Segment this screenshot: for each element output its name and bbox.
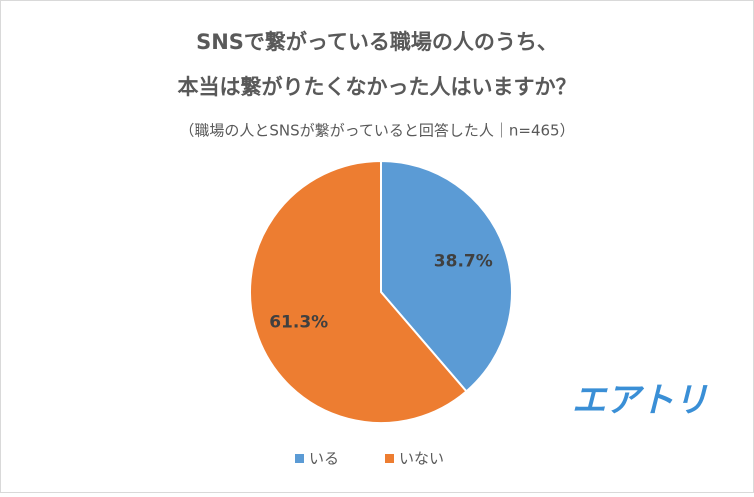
chart-title: 本当は繋がりたくなかった人はいますか？ [178, 75, 577, 99]
chart-title: SNSで繋がっている職場の人のうち、 [196, 30, 558, 54]
data-label: 61.3% [269, 313, 328, 333]
watermark: エアトリ [572, 381, 708, 421]
legend-swatch [295, 454, 304, 463]
legend-label: いない [399, 450, 444, 468]
pie-slice [380, 159, 513, 393]
data-label: 38.7% [434, 251, 493, 271]
pie-slice [249, 159, 468, 424]
legend-swatch [385, 454, 394, 463]
legend-label: いる [309, 450, 339, 468]
chart-subtitle: （職場の人とSNSが繋がっていると回答した人｜n=465） [179, 122, 574, 140]
